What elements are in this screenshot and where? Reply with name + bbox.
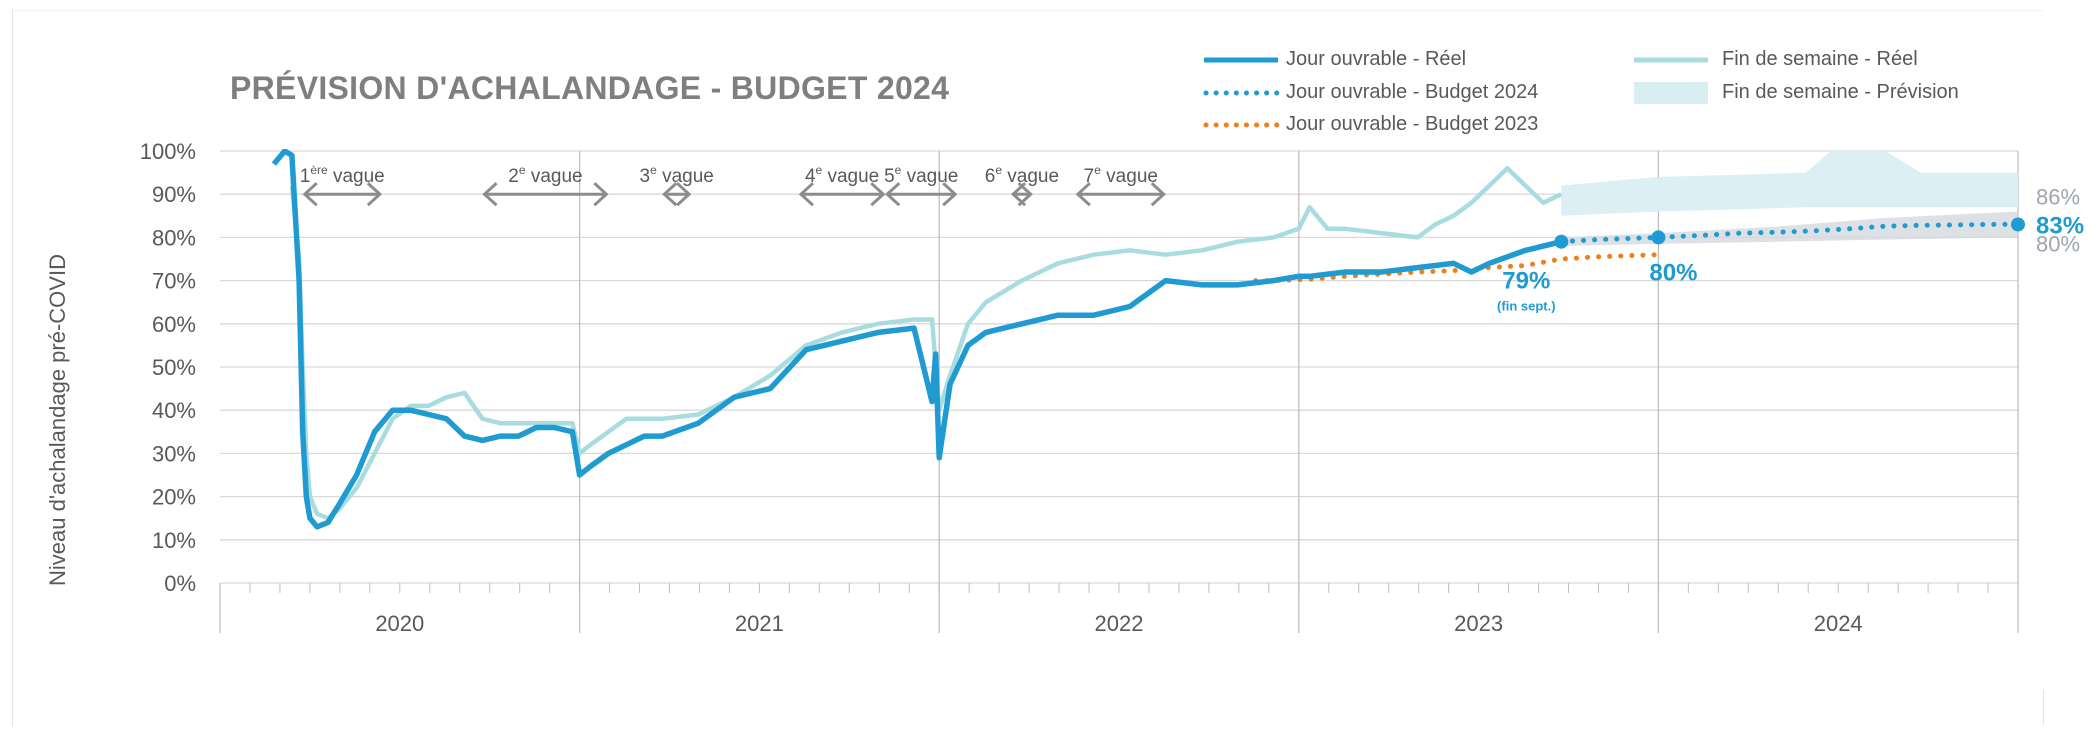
wave-arrow-head-right [676, 182, 692, 207]
marker-dot [1651, 230, 1666, 245]
x-year-label: 2023 [1454, 611, 1503, 636]
y-tick-label: 50% [152, 355, 196, 380]
wave-arrow-head-right [870, 182, 886, 207]
legend-swatch-solid-dark [1204, 57, 1278, 63]
wave-arrow-head-right [366, 182, 383, 207]
wave-label: 3e vague [640, 163, 714, 187]
chart-title: PRÉVISION D'ACHALANDAGE - BUDGET 2024 [230, 70, 950, 106]
legend-label: Fin de semaine - Réel [1722, 48, 1918, 70]
wave-label: 1ère vague [300, 163, 385, 187]
legend-swatch-dotted-blue [1203, 90, 1280, 96]
series-weekday-budget-2023 [1253, 252, 1661, 284]
y-tick-label: 0% [164, 571, 196, 596]
chart-frame-edge [2043, 690, 2044, 725]
wave-arrow-head-left [662, 182, 678, 207]
wave-arrow-head-left [798, 182, 814, 207]
annotation-value: 83% [2036, 212, 2084, 239]
wave-label: 7e vague [1084, 163, 1158, 187]
annotation-value: 79% [1502, 268, 1550, 295]
legend-label: Fin de semaine - Prévision [1722, 81, 1959, 103]
band-weekday-range [1561, 211, 2018, 246]
series-weekend-actual [289, 166, 1563, 521]
wave-arrow-head-right [942, 182, 958, 207]
wave-arrow-head-left [1075, 182, 1091, 207]
y-tick-label: 70% [152, 269, 196, 294]
legend-swatch-band [1634, 82, 1708, 104]
y-tick-label: 30% [152, 441, 196, 466]
legend-swatch-dotted-orange [1203, 122, 1280, 128]
chart-frame [12, 10, 2043, 726]
plot-area [271, 149, 2021, 530]
annotation-value: 80% [2036, 231, 2080, 256]
legend-label: Jour ouvrable - Budget 2024 [1286, 81, 1539, 103]
annotation-subtext: (fin sept.) [1497, 299, 1556, 314]
wave-label: 6e vague [985, 163, 1059, 187]
marker-dot [2011, 217, 2025, 232]
wave-label: 5e vague [884, 163, 958, 187]
wave-arrow-head-left [885, 182, 901, 207]
x-year-label: 2022 [1095, 611, 1144, 636]
wave-arrow-head-right [1017, 182, 1033, 207]
band-weekend-forecast [1561, 151, 2018, 216]
legend-label: Jour ouvrable - Réel [1286, 48, 1467, 70]
wave-label: 2e vague [508, 163, 582, 187]
y-tick-label: 60% [152, 312, 196, 337]
y-tick-label: 20% [152, 485, 196, 510]
wave-arrow-head-right [593, 182, 609, 207]
x-year-label: 2020 [375, 611, 424, 636]
wave-arrow-head-left [482, 182, 498, 207]
wave-arrow-head-right [1150, 182, 1166, 207]
y-tick-label: 10% [152, 528, 196, 553]
x-year-label: 2021 [735, 611, 784, 636]
legend-swatch-solid-light [1634, 57, 1708, 63]
wave-label: 4e vague [805, 163, 879, 187]
y-tick-label: 40% [152, 398, 196, 423]
series-weekday-budget-2024 [1558, 221, 2021, 245]
series-weekday-actual [271, 149, 1562, 530]
annotation-value: 80% [1649, 259, 1697, 286]
annotation-value: 86% [2036, 184, 2080, 209]
y-tick-label: 80% [152, 225, 196, 250]
legend-label: Jour ouvrable - Budget 2023 [1286, 113, 1539, 135]
y-tick-label: 90% [152, 182, 196, 207]
marker-dot [1554, 234, 1569, 249]
y-tick-label: 100% [140, 139, 196, 164]
wave-arrow-head-left [302, 182, 318, 207]
x-year-label: 2024 [1814, 611, 1863, 636]
